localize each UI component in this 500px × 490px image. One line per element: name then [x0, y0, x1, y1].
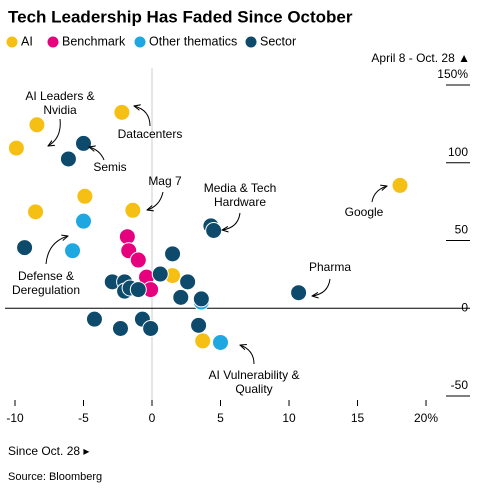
x-tick-label: -5: [78, 411, 89, 425]
x-axis-label: Since Oct. 28 ▸: [8, 444, 89, 458]
legend-label: AI: [21, 34, 33, 48]
dot: [212, 333, 230, 351]
dot: [190, 316, 208, 334]
legend-label: Other thematics: [149, 34, 237, 48]
dot: [391, 176, 409, 194]
dot: [194, 332, 212, 350]
annotation: Google: [345, 205, 384, 219]
y-tick-label: -50: [451, 378, 469, 392]
source: Source: Bloomberg: [8, 471, 102, 483]
annotation: Nvidia: [43, 103, 77, 117]
arrow: [48, 118, 61, 146]
x-tick-label: -10: [6, 411, 24, 425]
dot: [118, 228, 136, 246]
dot: [75, 212, 93, 230]
x-tick-label: 0: [149, 411, 156, 425]
legend-swatch: [245, 36, 257, 48]
annotation: Mag 7: [148, 174, 182, 188]
x-tick-label: 20%: [414, 411, 438, 425]
annotation: Quality: [235, 382, 272, 396]
dot: [16, 239, 34, 257]
dot: [64, 242, 82, 260]
dot: [129, 251, 147, 269]
dot: [85, 310, 103, 328]
dots: [7, 103, 409, 351]
dot: [142, 319, 160, 337]
annotations: AI Leaders &Nvidia Datacenters Semis Mag 7 M…: [12, 89, 384, 396]
dot: [164, 245, 182, 263]
arrows: [45, 106, 387, 365]
annotation: Media & Tech: [204, 181, 277, 195]
dot: [151, 265, 169, 283]
legend: AI Benchmark Other thematics Sector: [6, 34, 296, 48]
dot: [76, 187, 94, 205]
arrow: [147, 191, 164, 210]
arrow: [222, 212, 241, 230]
y-tick-label: 50: [455, 223, 469, 237]
x-tick-label: 15: [351, 411, 365, 425]
annotation: Deregulation: [12, 283, 80, 297]
chart-title: Tech Leadership Has Faded Since October: [8, 7, 353, 26]
dot: [59, 150, 77, 168]
dot: [179, 273, 197, 291]
x-tick-label: 5: [217, 411, 224, 425]
legend-label: Benchmark: [62, 34, 126, 48]
dot: [75, 134, 93, 152]
annotation: AI Vulnerability &: [209, 368, 300, 382]
arrow: [45, 236, 68, 265]
arrow: [371, 186, 387, 203]
annotation: AI Leaders &: [25, 89, 94, 103]
annotation: Defense &: [18, 269, 74, 283]
dot: [113, 103, 131, 121]
annotation: Pharma: [309, 260, 351, 274]
legend-swatch: [47, 36, 59, 48]
annotation: Hardware: [214, 195, 266, 209]
arrow: [89, 147, 105, 161]
annotation: Datacenters: [118, 127, 183, 141]
y-tick-label: 100: [448, 145, 468, 159]
legend-label: Sector: [260, 34, 296, 48]
y-tick-label: 0: [461, 300, 468, 314]
dot: [290, 284, 308, 302]
dot: [124, 201, 142, 219]
legend-swatch: [6, 36, 18, 48]
dot: [28, 116, 46, 134]
arrow: [240, 345, 255, 365]
dot: [172, 288, 190, 306]
dot: [192, 290, 210, 308]
y-axis-label: April 8 - Oct. 28 ▲: [371, 51, 470, 65]
x-tick-label: 10: [282, 411, 296, 425]
arrow: [312, 278, 331, 296]
dot: [111, 319, 129, 337]
dot: [205, 222, 223, 239]
dot: [129, 281, 147, 299]
dot: [27, 203, 45, 221]
arrow: [134, 106, 151, 127]
legend-swatch: [134, 36, 146, 48]
y-tick-label: 150%: [437, 67, 468, 81]
annotation: Semis: [93, 160, 126, 174]
dot: [7, 139, 25, 157]
